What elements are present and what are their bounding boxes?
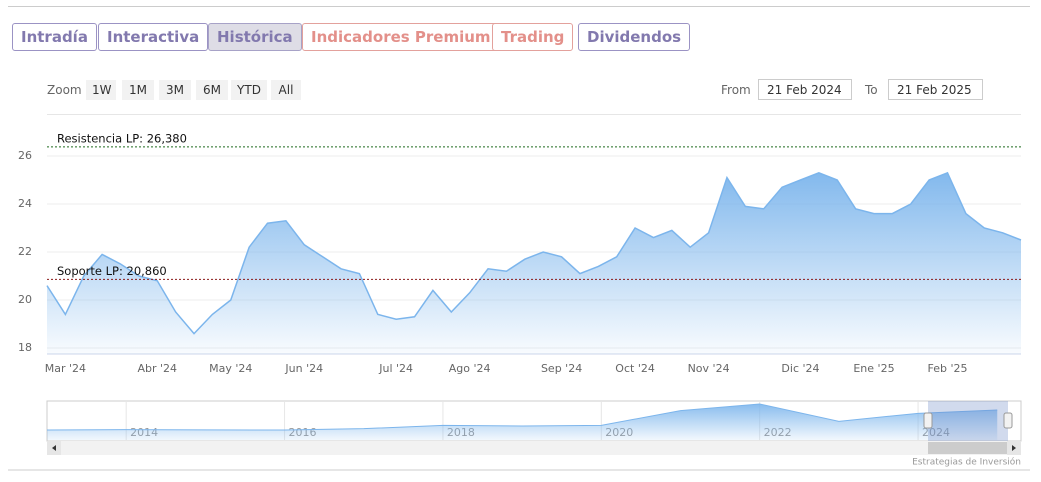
- top-rule: [8, 6, 1030, 7]
- navigator-area: [47, 404, 998, 440]
- x-tick-label: Sep '24: [541, 362, 582, 375]
- zoom-button[interactable]: 1W: [86, 80, 116, 100]
- tab[interactable]: Histórica: [208, 23, 302, 51]
- zoom-button[interactable]: 3M: [159, 80, 191, 100]
- area: [47, 172, 1021, 354]
- scrollbar-thumb[interactable]: [928, 442, 1008, 454]
- x-tick-label: Oct '24: [615, 362, 655, 375]
- reference-label: Soporte LP: 20,860: [57, 264, 167, 278]
- tab[interactable]: Indicadores Premium: [302, 23, 500, 51]
- zoom-button[interactable]: 6M: [196, 80, 228, 100]
- tab[interactable]: Interactiva: [98, 23, 209, 51]
- credits: Estrategias de Inversión: [912, 457, 1021, 468]
- y-tick-label: 24: [18, 197, 32, 210]
- x-tick-label: Feb '25: [927, 362, 967, 375]
- zoom-button[interactable]: 1M: [122, 80, 154, 100]
- navigator-line: [46, 403, 998, 431]
- x-tick-label: Mar '24: [45, 362, 86, 375]
- y-tick-label: 22: [18, 245, 32, 258]
- arrow-icon: [52, 445, 56, 451]
- navigator-handle[interactable]: [923, 412, 933, 429]
- x-tick-label: Nov '24: [688, 362, 730, 375]
- x-tick-label: May '24: [209, 362, 252, 375]
- reference-label: Resistencia LP: 26,380: [57, 131, 187, 145]
- tab[interactable]: Intradía: [12, 23, 97, 51]
- from-input[interactable]: 21 Feb 2024: [758, 79, 852, 100]
- zoom-button[interactable]: All: [271, 80, 301, 100]
- y-tick-label: 26: [18, 149, 32, 162]
- line: [46, 171, 1022, 335]
- navigator-handle[interactable]: [1003, 412, 1013, 429]
- to-label: To: [865, 83, 878, 97]
- y-tick-label: 18: [18, 341, 32, 354]
- scrollbar-track[interactable]: [47, 441, 1021, 455]
- x-tick-label: Dic '24: [781, 362, 819, 375]
- tab[interactable]: Dividendos: [578, 23, 691, 51]
- x-tick-label: Ago '24: [449, 362, 491, 375]
- zoom-label: Zoom: [47, 83, 82, 97]
- navigator-window: [928, 401, 1008, 441]
- x-tick-label: Jun '24: [284, 362, 323, 375]
- from-label: From: [721, 83, 751, 97]
- to-input[interactable]: 21 Feb 2025: [888, 79, 983, 100]
- x-tick-label: Ene '25: [853, 362, 894, 375]
- divider: [47, 114, 1021, 115]
- zoom-button[interactable]: YTD: [231, 80, 267, 100]
- y-tick-label: 20: [18, 293, 32, 306]
- arrow-icon: [1012, 445, 1016, 451]
- x-tick-label: Abr '24: [137, 362, 177, 375]
- x-tick-label: Jul '24: [378, 362, 413, 375]
- tab[interactable]: Trading: [492, 23, 574, 51]
